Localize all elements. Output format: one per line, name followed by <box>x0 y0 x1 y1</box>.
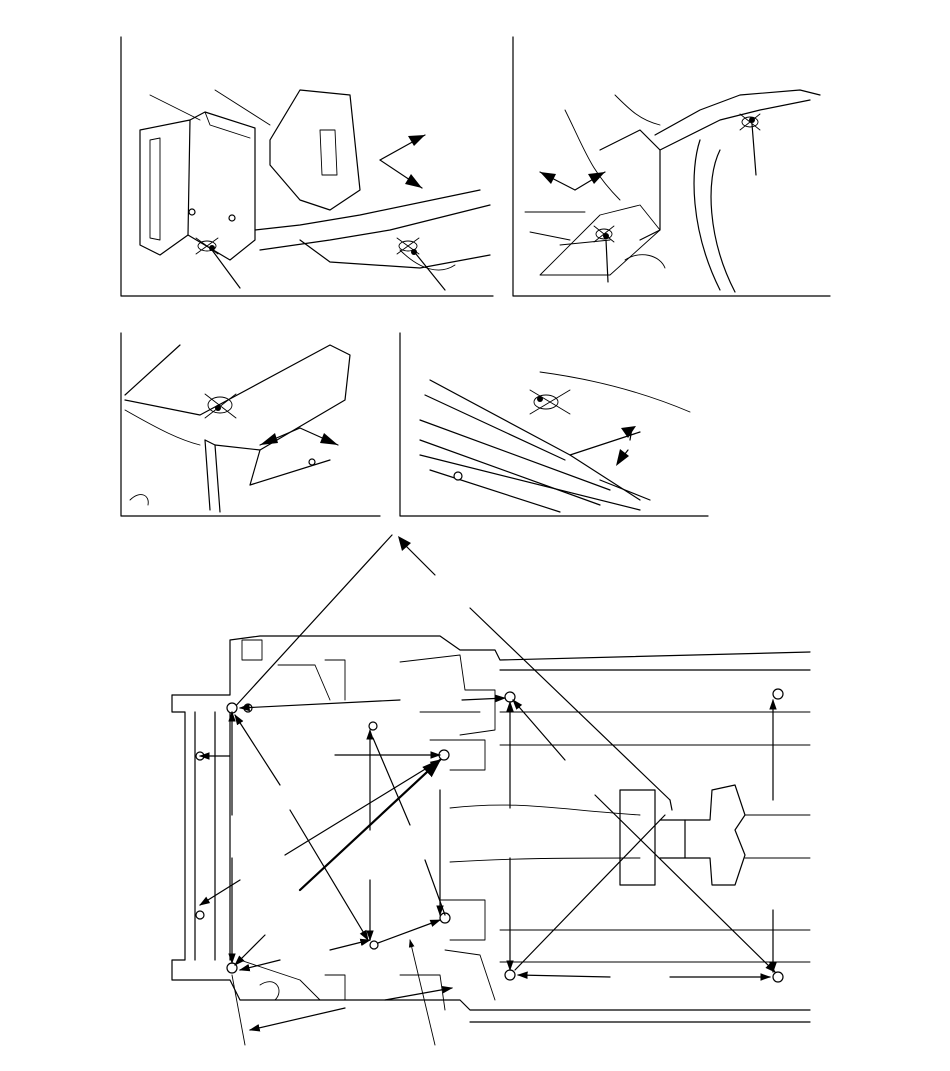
panel-frame-middle-left <box>120 332 381 517</box>
front-direction-arrows-4 <box>616 426 636 466</box>
panel-frame-top-left <box>120 36 494 297</box>
center-member <box>499 711 811 963</box>
engine-mount-bracket <box>139 111 256 261</box>
reference-point-b <box>396 237 446 291</box>
detail-middle-right-panel <box>399 332 709 517</box>
rear-side-member <box>124 344 351 513</box>
reference-point-f <box>529 389 571 415</box>
floor-outline <box>171 635 811 1023</box>
reference-point-d <box>739 113 761 176</box>
front-direction-arrows-3 <box>259 427 339 446</box>
panel-frame-middle-right <box>399 332 709 517</box>
detail-middle-left-panel <box>120 332 381 517</box>
callout-line-right <box>469 607 671 801</box>
dimension-arrows <box>198 694 777 1046</box>
callout-line-left <box>231 534 393 711</box>
detail-top-left-panel <box>120 36 494 297</box>
side-member <box>149 89 491 271</box>
reference-point-e <box>204 393 237 419</box>
reference-point-c <box>593 225 615 283</box>
measurement-points <box>195 688 784 983</box>
detail-top-right-panel <box>512 36 831 297</box>
panel-frame-top-right <box>512 36 831 297</box>
rear-floor-member <box>419 371 691 513</box>
wheel-arch-structure <box>524 89 821 293</box>
reference-point-a <box>195 237 241 289</box>
underbody-plan-view <box>171 534 811 1046</box>
front-direction-arrows-2 <box>539 171 606 191</box>
front-direction-arrows <box>379 134 426 189</box>
